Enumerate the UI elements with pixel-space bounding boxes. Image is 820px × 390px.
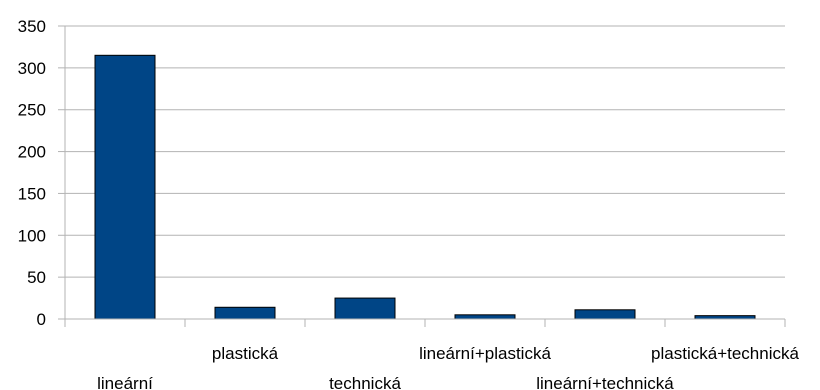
y-tick-labels: 0 50 100 150 200 250 300 350 xyxy=(18,17,46,329)
y-tick-label: 0 xyxy=(37,310,46,329)
x-category-label: lineární+plastická xyxy=(419,344,551,363)
x-category-label: lineární+technická xyxy=(536,374,674,390)
bar xyxy=(214,306,276,320)
bar xyxy=(94,54,156,320)
x-category-label: lineární xyxy=(97,374,153,390)
y-tick-label: 150 xyxy=(18,184,46,203)
y-tick-label: 350 xyxy=(18,17,46,36)
y-tick-label: 200 xyxy=(18,143,46,162)
x-category-label: plastická xyxy=(212,344,279,363)
y-tick-label: 250 xyxy=(18,101,46,120)
x-category-label: plastická+technická xyxy=(651,344,799,363)
bar xyxy=(454,314,516,320)
y-tick-label: 300 xyxy=(18,59,46,78)
axes xyxy=(58,25,786,327)
bar xyxy=(334,297,396,320)
bar xyxy=(574,309,636,320)
y-tick-label: 100 xyxy=(18,226,46,245)
bar xyxy=(694,315,756,320)
x-category-labels: lineární plastická technická lineární+plast… xyxy=(97,344,799,390)
gridlines xyxy=(65,25,785,320)
y-tick-label: 50 xyxy=(27,268,46,287)
bars xyxy=(94,54,756,320)
x-category-label: technická xyxy=(329,374,401,390)
